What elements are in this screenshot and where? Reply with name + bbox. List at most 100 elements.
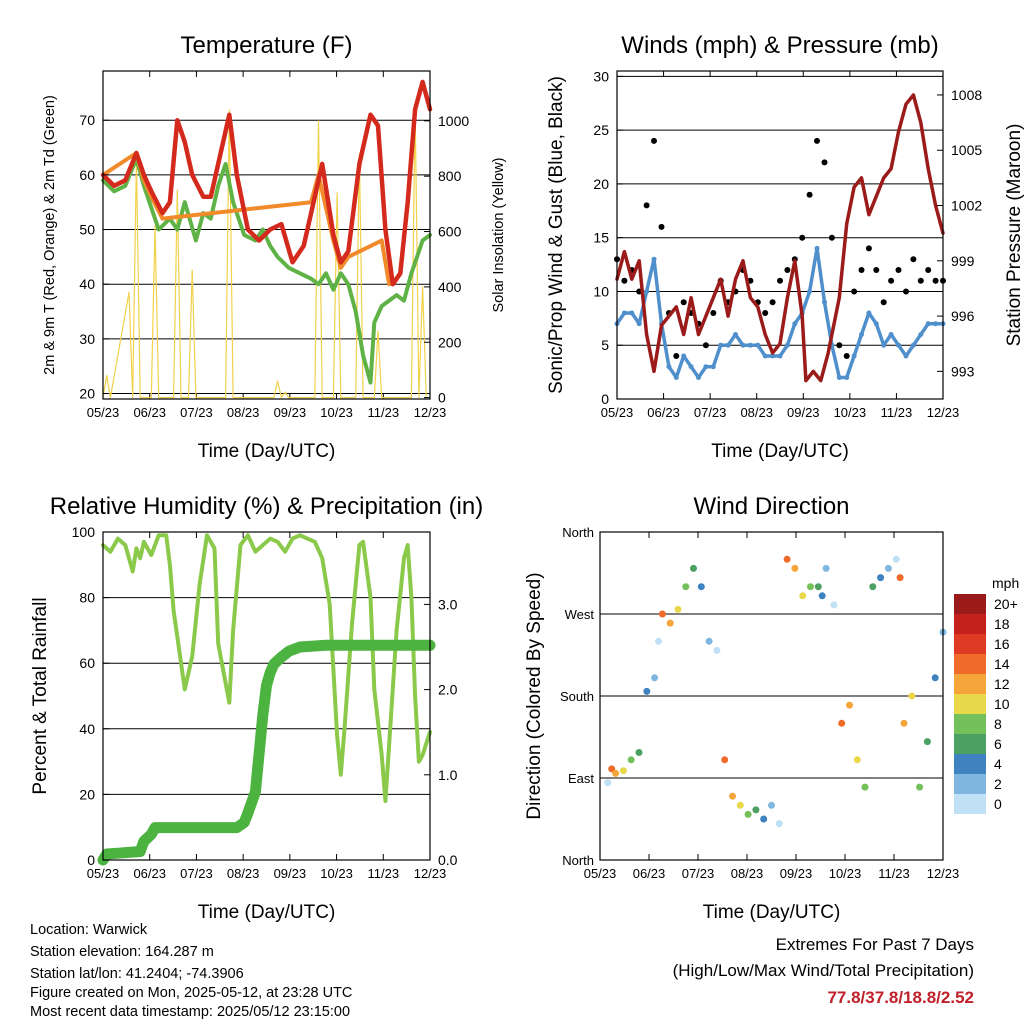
x-axis-label: Time (Day/UTC) [198, 902, 336, 923]
humidity-precip-panel: Relative Humidity (%) & Precipitation (i… [30, 493, 483, 923]
gust-point [858, 267, 865, 273]
legend-swatch [954, 714, 986, 734]
chart-title: Wind Direction [693, 493, 849, 520]
plot-frame [616, 70, 944, 400]
gust-point [836, 342, 843, 349]
wind-point [888, 332, 894, 337]
winds-pressure-panel: Winds (mph) & Pressure (mb) 05/23 06/23 07/… [546, 32, 1024, 462]
gust-point [873, 267, 880, 273]
gust-point [843, 353, 850, 359]
gust-point [821, 159, 828, 166]
gust-point [799, 234, 806, 241]
legend-label: 2 [994, 776, 1002, 792]
wind-point [673, 375, 679, 380]
gust-point [828, 234, 835, 241]
wind-point [814, 245, 820, 251]
x-tick-label: 07/23 [180, 866, 213, 881]
direction-point [697, 583, 705, 591]
latlon-text: Station lat/lon: 41.2404; -74.3906 [30, 966, 244, 982]
y-tick-label: 60 [79, 167, 95, 183]
wind-point [903, 353, 909, 359]
x-tick-label: 07/23 [180, 405, 213, 420]
gust-point [643, 202, 650, 209]
dewpoint-line [101, 156, 432, 385]
x-tick-label: 09/23 [787, 405, 820, 420]
x-tick-label: 06/23 [133, 866, 166, 881]
direction-point [627, 756, 635, 764]
direction-point [674, 605, 682, 613]
direction-tick-label: North [562, 853, 594, 868]
x-tick-label: 08/23 [731, 866, 764, 881]
y-tick-label: 5 [601, 337, 609, 353]
legend-label: 12 [994, 676, 1010, 692]
wind-point [644, 289, 650, 294]
wind-point [718, 342, 724, 348]
chart-title: Winds (mph) & Pressure (mb) [621, 32, 938, 59]
x-axis-label: Time (Day/UTC) [703, 902, 841, 923]
y2-tick-label: 2.0 [438, 682, 458, 698]
gust-point [806, 191, 813, 198]
gust-point [910, 256, 917, 263]
direction-point [666, 619, 674, 627]
gust-point [658, 223, 665, 230]
gust-point [932, 277, 939, 284]
y-tick-label: 60 [79, 655, 95, 671]
x-axis-label: Time (Day/UTC) [198, 441, 336, 462]
chart-title: Relative Humidity (%) & Precipitation (i… [50, 493, 483, 520]
x-tick-label: 11/23 [367, 866, 399, 881]
legend-label: 10 [994, 696, 1010, 712]
y-tick-label: 30 [593, 68, 609, 84]
direction-point [744, 810, 752, 818]
legend-label: 8 [994, 716, 1002, 732]
direction-point [892, 555, 900, 563]
extremes-title: Extremes For Past 7 Days [775, 935, 974, 954]
direction-point [900, 719, 908, 727]
wind-point [836, 375, 842, 380]
y-tick-label: 50 [79, 222, 95, 238]
direction-point [619, 767, 627, 775]
extremes-subtitle: (High/Low/Max Wind/Total Precipitation) [672, 961, 974, 980]
wind-direction-panel: Wind Direction 05/23 06/23 07/23 08/23 09/23 1… [524, 493, 1019, 923]
legend-swatch [954, 594, 986, 614]
x-tick-label: 12/23 [414, 866, 447, 881]
direction-point [783, 555, 791, 563]
x-tick-label: 11/23 [367, 405, 399, 420]
x-tick-label: 10/23 [834, 405, 867, 420]
plot-frame [599, 531, 944, 861]
wind-point [651, 256, 657, 262]
extremes-values: 77.8/37.8/18.8/2.52 [827, 988, 974, 1007]
gust-point [880, 299, 887, 306]
t2m-line [100, 79, 433, 287]
gust-point [777, 277, 783, 284]
wind-point [859, 332, 864, 337]
wind-point [918, 332, 924, 337]
x-tick-label: 09/23 [274, 866, 307, 881]
y-tick-label: 100 [72, 524, 96, 540]
wind-point [733, 332, 738, 337]
direction-point [612, 769, 620, 777]
x-tick-label: 06/23 [647, 405, 680, 420]
y2-tick-label: 1002 [951, 198, 982, 214]
gust-point [784, 267, 791, 273]
x-tick-label: 05/23 [87, 405, 120, 420]
wind-point [762, 353, 768, 359]
solar-line [102, 103, 427, 399]
legend-swatch [954, 774, 986, 794]
legend-swatch [954, 674, 986, 694]
y2-tick-label: 200 [438, 334, 462, 350]
direction-point [713, 646, 721, 654]
humidity-line [101, 533, 432, 803]
x-tick-label: 11/23 [881, 405, 913, 420]
gust-point [917, 277, 924, 284]
direction-point [736, 801, 744, 809]
plot-frame [102, 531, 431, 861]
legend-label: 0 [994, 796, 1002, 812]
pressure-line [615, 93, 945, 383]
y2-tick-label: 0.0 [438, 852, 458, 868]
direction-tick-label: North [562, 525, 594, 540]
x-tick-label: 05/23 [584, 866, 617, 881]
y-tick-label: 70 [79, 112, 95, 128]
wind-point [740, 342, 746, 348]
legend-label: 18 [994, 616, 1010, 632]
direction-point [791, 564, 799, 572]
